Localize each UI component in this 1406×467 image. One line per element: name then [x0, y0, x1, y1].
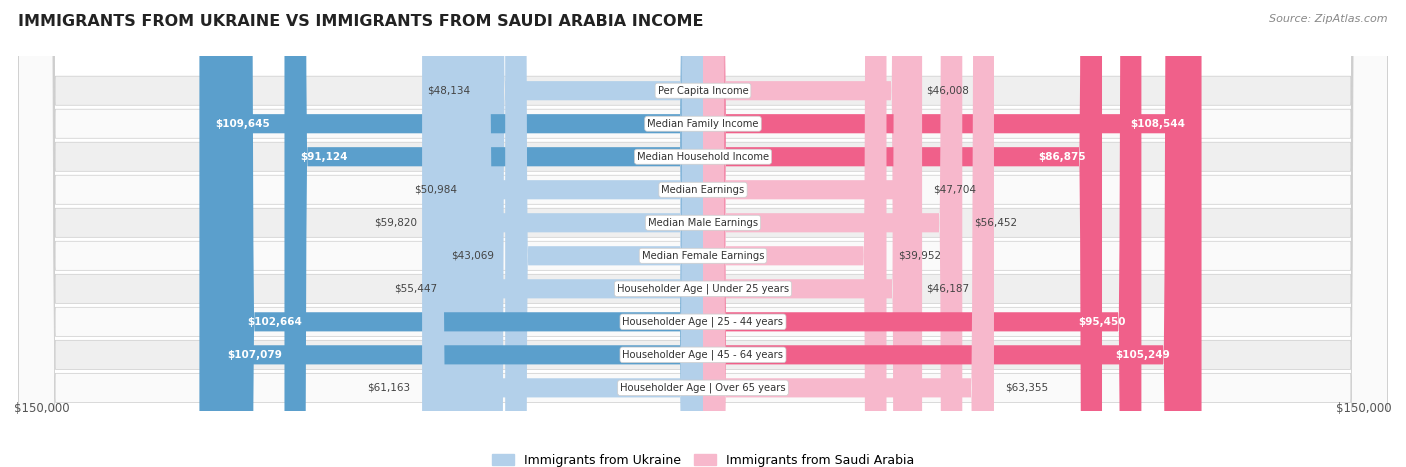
Text: $109,645: $109,645	[215, 119, 270, 129]
FancyBboxPatch shape	[284, 0, 703, 467]
FancyBboxPatch shape	[703, 0, 914, 467]
Text: $59,820: $59,820	[374, 218, 416, 228]
Text: Median Male Earnings: Median Male Earnings	[648, 218, 758, 228]
FancyBboxPatch shape	[422, 0, 703, 467]
Text: $43,069: $43,069	[451, 251, 494, 261]
Text: Householder Age | Over 65 years: Householder Age | Over 65 years	[620, 382, 786, 393]
Text: $63,355: $63,355	[1005, 383, 1049, 393]
Text: Householder Age | 25 - 44 years: Householder Age | 25 - 44 years	[623, 317, 783, 327]
Text: Per Capita Income: Per Capita Income	[658, 86, 748, 96]
Text: IMMIGRANTS FROM UKRAINE VS IMMIGRANTS FROM SAUDI ARABIA INCOME: IMMIGRANTS FROM UKRAINE VS IMMIGRANTS FR…	[18, 14, 704, 29]
FancyBboxPatch shape	[211, 0, 703, 467]
FancyBboxPatch shape	[703, 0, 915, 467]
FancyBboxPatch shape	[18, 0, 1388, 467]
FancyBboxPatch shape	[18, 0, 1388, 467]
Text: $55,447: $55,447	[394, 284, 437, 294]
Text: $61,163: $61,163	[367, 383, 411, 393]
Legend: Immigrants from Ukraine, Immigrants from Saudi Arabia: Immigrants from Ukraine, Immigrants from…	[486, 449, 920, 467]
FancyBboxPatch shape	[18, 0, 1388, 467]
FancyBboxPatch shape	[18, 0, 1388, 467]
Text: $95,450: $95,450	[1078, 317, 1125, 327]
Text: Median Family Income: Median Family Income	[647, 119, 759, 129]
FancyBboxPatch shape	[703, 0, 922, 467]
FancyBboxPatch shape	[703, 0, 1102, 467]
FancyBboxPatch shape	[18, 0, 1388, 467]
FancyBboxPatch shape	[18, 0, 1388, 467]
Text: $102,664: $102,664	[247, 317, 302, 327]
Text: Median Female Earnings: Median Female Earnings	[641, 251, 765, 261]
Text: Householder Age | 45 - 64 years: Householder Age | 45 - 64 years	[623, 350, 783, 360]
FancyBboxPatch shape	[482, 0, 703, 467]
FancyBboxPatch shape	[703, 0, 1202, 467]
Text: $86,875: $86,875	[1038, 152, 1085, 162]
Text: $108,544: $108,544	[1130, 119, 1185, 129]
FancyBboxPatch shape	[18, 0, 1388, 467]
Text: $107,079: $107,079	[228, 350, 283, 360]
FancyBboxPatch shape	[200, 0, 703, 467]
Text: $50,984: $50,984	[415, 185, 457, 195]
Text: $91,124: $91,124	[301, 152, 349, 162]
Text: Source: ZipAtlas.com: Source: ZipAtlas.com	[1270, 14, 1388, 24]
FancyBboxPatch shape	[505, 0, 703, 467]
Text: $48,134: $48,134	[427, 86, 471, 96]
Text: Householder Age | Under 25 years: Householder Age | Under 25 years	[617, 283, 789, 294]
Text: Median Earnings: Median Earnings	[661, 185, 745, 195]
Text: $46,008: $46,008	[925, 86, 969, 96]
FancyBboxPatch shape	[703, 0, 1187, 467]
Text: $56,452: $56,452	[974, 218, 1017, 228]
FancyBboxPatch shape	[449, 0, 703, 467]
FancyBboxPatch shape	[703, 0, 1142, 467]
FancyBboxPatch shape	[18, 0, 1388, 467]
FancyBboxPatch shape	[429, 0, 703, 467]
FancyBboxPatch shape	[18, 0, 1388, 467]
FancyBboxPatch shape	[703, 0, 887, 467]
FancyBboxPatch shape	[232, 0, 703, 467]
FancyBboxPatch shape	[18, 0, 1388, 467]
Text: $150,000: $150,000	[1336, 402, 1392, 415]
Text: $105,249: $105,249	[1115, 350, 1170, 360]
Text: Median Household Income: Median Household Income	[637, 152, 769, 162]
Text: $150,000: $150,000	[14, 402, 70, 415]
Text: $39,952: $39,952	[898, 251, 941, 261]
FancyBboxPatch shape	[468, 0, 703, 467]
Text: $46,187: $46,187	[927, 284, 970, 294]
FancyBboxPatch shape	[703, 0, 962, 467]
Text: $47,704: $47,704	[934, 185, 977, 195]
FancyBboxPatch shape	[703, 0, 994, 467]
